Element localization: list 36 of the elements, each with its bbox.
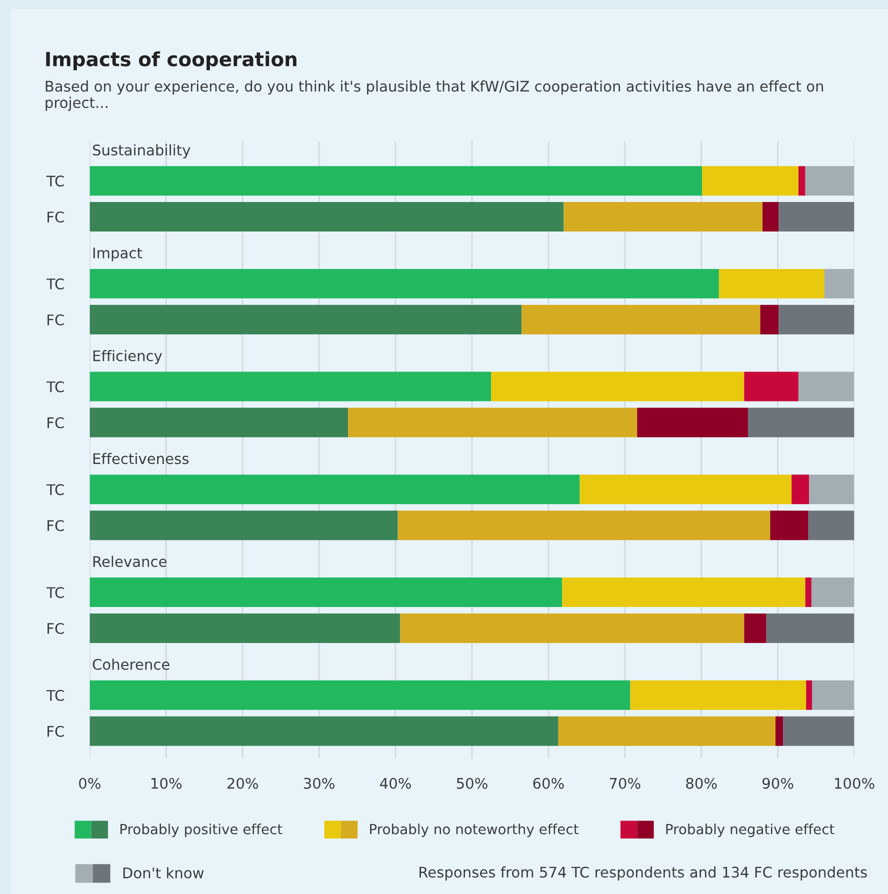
annotation: Efficiency xyxy=(93,350,162,364)
y-tick-label: FC xyxy=(48,520,64,532)
y-tick-label: FC xyxy=(48,417,64,428)
chart-title: Impacts of cooperation xyxy=(46,51,296,70)
y-tick-label: TC xyxy=(46,587,64,598)
x-tick-label: 80% xyxy=(686,778,717,789)
legend-label: Probably negative effect xyxy=(666,824,834,838)
annotation: Coherence xyxy=(92,658,170,670)
y-tick-label: TC xyxy=(46,176,64,187)
annotation: Relevance xyxy=(93,556,166,568)
y-tick-label: TC xyxy=(46,484,64,496)
x-tick-label: 70% xyxy=(610,778,640,789)
y-tick-label: FC xyxy=(48,726,64,737)
x-tick-label: 100% xyxy=(835,778,874,789)
x-tick-label: 0% xyxy=(79,778,100,789)
legend-label: Don't know xyxy=(123,867,204,878)
x-tick-label: 60% xyxy=(533,778,564,789)
x-tick-label: 90% xyxy=(762,778,794,789)
text: Responses from 574 TC respondents and 134 FC respondents xyxy=(420,866,867,880)
x-tick-label: 30% xyxy=(304,778,334,789)
x-tick-label: 20% xyxy=(227,778,258,789)
y-tick-label: TC xyxy=(46,381,64,392)
legend-label: Probably no noteworthy effect xyxy=(370,824,578,838)
x-tick-label: 50% xyxy=(456,778,488,789)
y-tick-label: TC xyxy=(46,690,64,701)
y-tick-label: TC xyxy=(46,278,64,290)
annotation: Effectiveness xyxy=(93,452,189,464)
y-tick-label: FC xyxy=(48,212,64,223)
annotation: Sustainability xyxy=(92,144,190,158)
y-tick-label: FC xyxy=(48,622,64,634)
x-tick-label: 10% xyxy=(152,778,182,789)
x-tick-label: 40% xyxy=(380,778,411,789)
annotation: Impact xyxy=(93,248,142,262)
legend-label: Probably positive effect xyxy=(120,824,282,838)
chart-subtitle: Based on your experience, do you think it's plausible that KfW/GIZ cooperation activities have an effect on project... xyxy=(46,80,824,111)
y-tick-label: FC xyxy=(48,314,64,326)
